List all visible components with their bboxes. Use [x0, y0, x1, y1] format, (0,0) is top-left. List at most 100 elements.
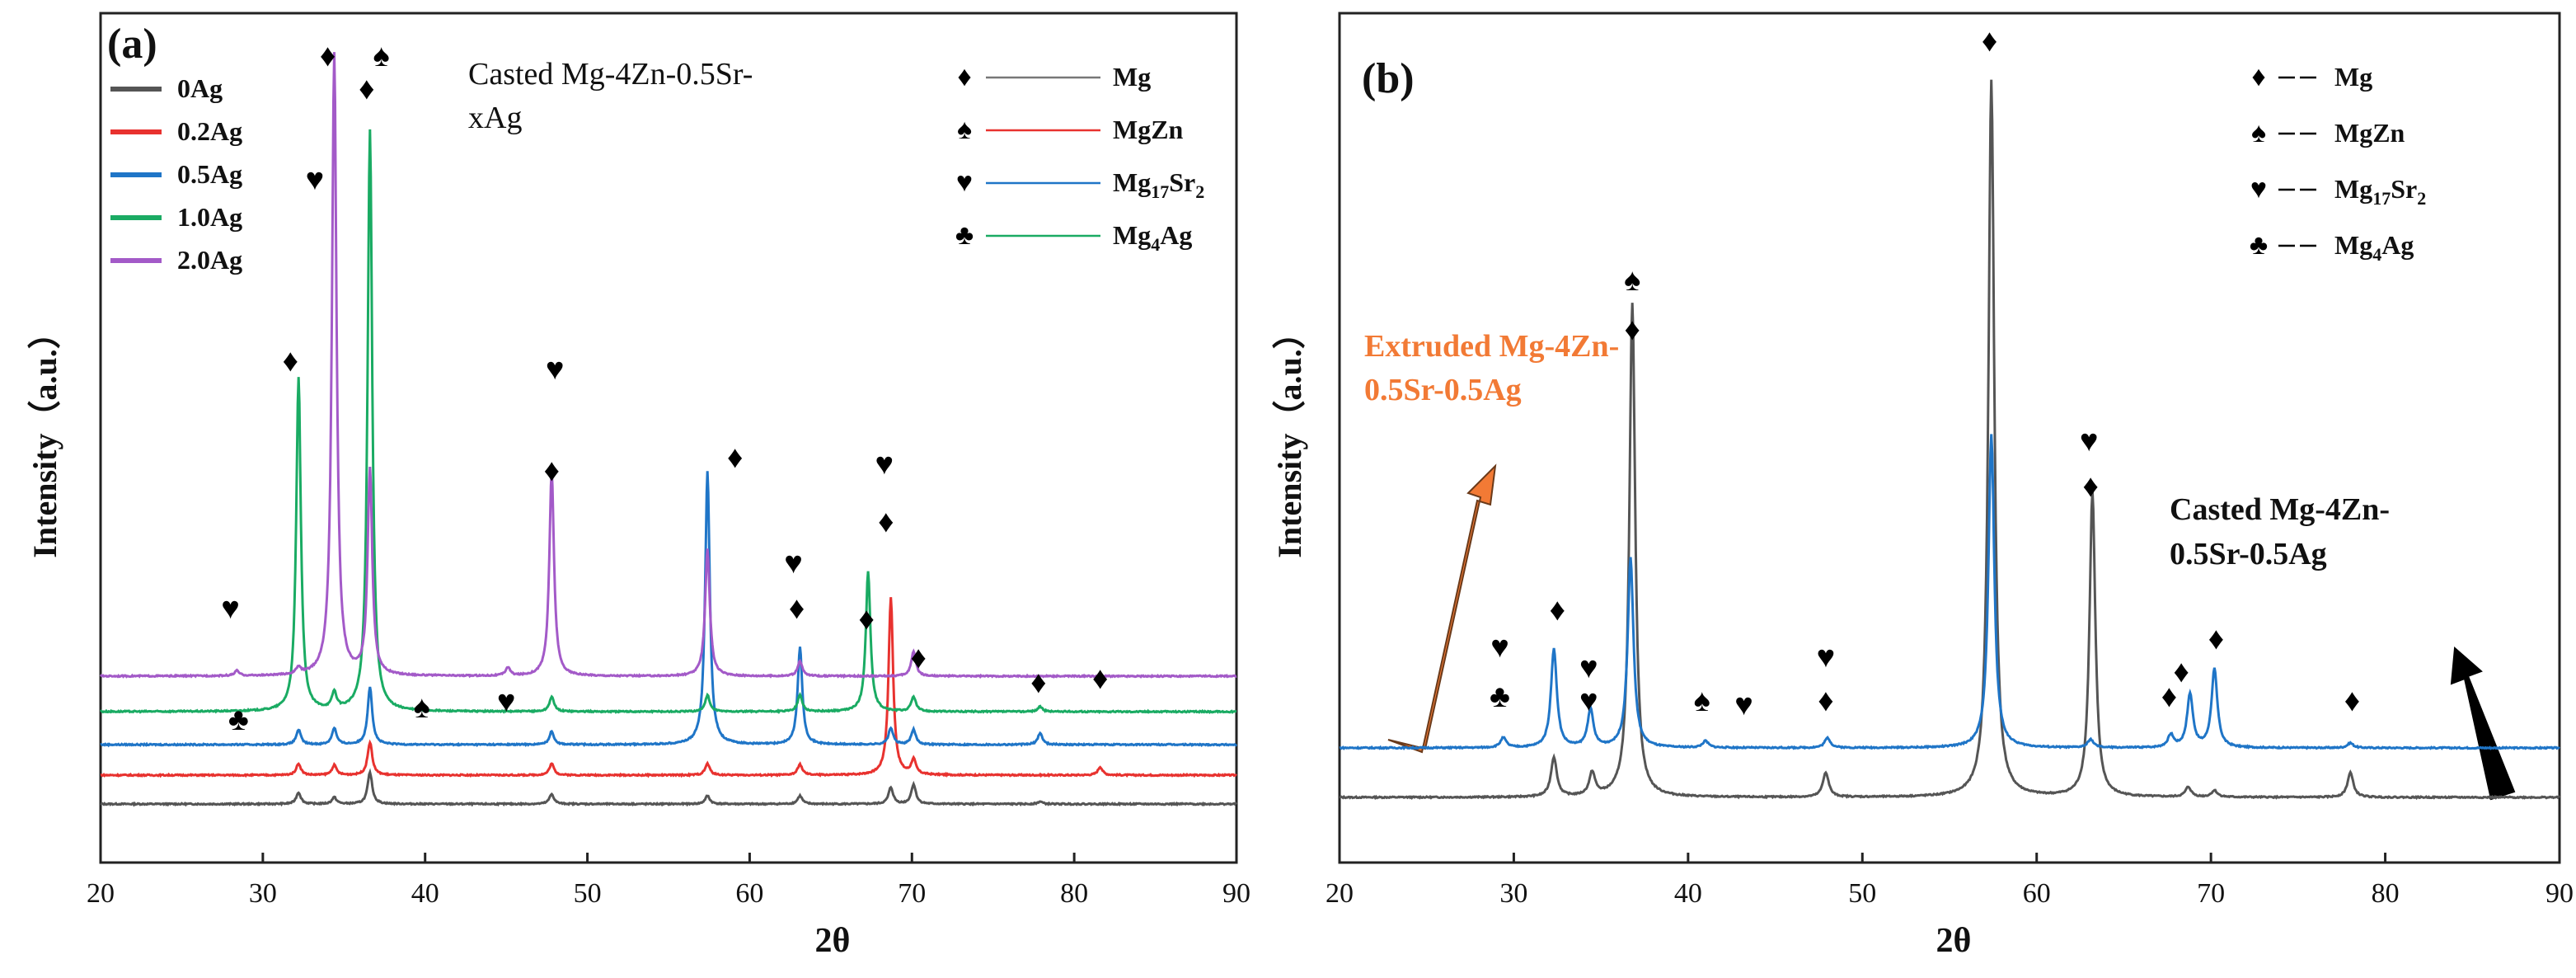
peak-marker: ♦	[1030, 665, 1046, 700]
panel-b-traces	[1339, 79, 2561, 801]
panel-b-y-axis-label: Intensity（a.u.）	[1271, 316, 1308, 557]
peak-marker: ♦	[320, 39, 335, 73]
panel-b-casted-annotation-line2: 0.5Sr-0.5Ag	[2170, 537, 2327, 571]
panel-a-phase-legend: ♦ Mg ♠ MgZn ♥ Mg17Sr2 ♣ Mg4Ag	[955, 62, 1204, 255]
phase-label: Mg17Sr2	[2334, 174, 2426, 209]
peak-marker: ♥	[1579, 651, 1598, 685]
panel-b-extruded-annotation-line1: Extruded Mg-4Zn-	[1364, 329, 1619, 364]
trace-2-0ag	[99, 52, 1237, 679]
panel-b: (b) 2θ Intensity（a.u.） Extruded Mg-4Zn- …	[1271, 12, 2574, 960]
phase-label: Mg	[2334, 62, 2372, 92]
x-tick-label: 30	[1499, 878, 1527, 909]
x-tick-label: 20	[1326, 878, 1354, 909]
legend-label: 0.5Ag	[177, 159, 242, 189]
peak-marker: ♠	[373, 39, 389, 73]
panel-a-label: (a)	[107, 21, 157, 68]
peak-marker: ♦	[910, 641, 926, 675]
panel-b-peak-markers: ♣♥♦♥♥♦♠♠ ♥ ♦♥♦♦♥♦♦♦♦	[1490, 24, 2360, 722]
trace-0-2ag	[100, 597, 1237, 778]
panel-a-annotation-line1: Casted Mg-4Zn-0.5Sr-	[468, 57, 753, 92]
peak-marker: ♦	[2083, 469, 2099, 504]
peak-marker: ♦	[858, 602, 874, 637]
peak-marker: ♥	[784, 546, 803, 581]
peak-marker: ♦	[878, 505, 894, 539]
peak-marker: ♥	[1734, 688, 1753, 722]
phase-marker: ♣	[955, 220, 974, 251]
peak-marker: ♦	[1625, 313, 1640, 347]
phase-label: MgZn	[2334, 118, 2405, 148]
panel-a-frame	[99, 12, 1238, 864]
panel-b-x-axis-label: 2θ	[1936, 922, 1972, 960]
x-tick-label: 90	[2546, 878, 2574, 909]
panel-b-phase-legend: ♦ Mg ♠ MgZn ♥ Mg17Sr2 ♣ Mg4Ag	[2250, 62, 2426, 265]
x-tick-label: 20	[87, 878, 115, 909]
panel-a-x-ticks: 20 30 40 50 60 70 80 90	[87, 853, 1250, 909]
peak-marker: ♦	[2344, 684, 2360, 718]
peak-marker: ♦	[2161, 679, 2177, 714]
panel-b-label: (b)	[1362, 55, 1415, 102]
panel-a-peak-markers: ♣♥♦♦ ♠♥♦♠ ♥♦♥♦♦♥♦♦♥♦♦ ♦	[221, 39, 1108, 737]
legend-label: 0Ag	[177, 73, 223, 103]
peak-marker: ♥	[1579, 684, 1598, 718]
legend-label: 0.2Ag	[177, 116, 242, 146]
panel-b-extruded-annotation-line2: 0.5Sr-0.5Ag	[1364, 373, 1522, 407]
trace-extruded	[1339, 434, 2560, 751]
panel-a-x-axis-label: 2θ	[815, 922, 851, 960]
peak-marker: ♦	[1550, 593, 1565, 628]
phase-marker: ♥	[2250, 174, 2267, 205]
peak-marker: ♠	[1694, 684, 1710, 718]
peak-marker: ♦	[789, 591, 805, 626]
peak-marker: ♦	[727, 440, 743, 475]
phase-label: MgZn	[1113, 115, 1184, 144]
extruded-arrow-icon	[1387, 463, 1497, 754]
peak-marker: ♦	[283, 344, 298, 379]
trace-0ag	[100, 768, 1238, 807]
peak-marker: ♥	[546, 352, 565, 387]
phase-marker: ♥	[956, 167, 973, 198]
x-tick-label: 30	[249, 878, 277, 909]
trace-0-5ag	[100, 471, 1238, 748]
phase-marker: ♦	[957, 62, 971, 92]
peak-marker: ♥	[497, 684, 516, 719]
panel-b-x-ticks: 20 30 40 50 60 70 80 90	[1326, 853, 2574, 909]
peak-marker: ♦	[1818, 684, 1833, 718]
peak-marker: ♦	[1982, 24, 1997, 59]
peak-marker: ♣	[1490, 679, 1510, 714]
peak-marker: ♣	[228, 703, 249, 737]
trace-1-0ag	[100, 129, 1237, 715]
legend-label: 1.0Ag	[177, 202, 242, 232]
phase-label: Mg4Ag	[2334, 230, 2414, 265]
panel-a: (a) Casted Mg-4Zn-0.5Sr- xAg 2θ Intensit…	[26, 12, 1250, 960]
peak-marker: ♥	[1490, 630, 1509, 665]
trace-casted	[1339, 79, 2561, 801]
x-tick-label: 90	[1222, 878, 1250, 909]
peak-marker: ♥	[875, 447, 894, 482]
casted-arrow-icon	[2450, 646, 2516, 801]
peak-marker: ♠	[414, 690, 430, 725]
peak-marker: ♥	[1817, 640, 1836, 675]
x-tick-label: 60	[735, 878, 763, 909]
phase-marker: ♠	[2251, 118, 2266, 148]
peak-marker: ♥	[221, 591, 240, 626]
phase-marker: ♣	[2250, 230, 2268, 261]
panel-b-frame	[1338, 12, 2561, 864]
panel-a-annotation-line2: xAg	[468, 101, 522, 135]
x-tick-label: 70	[2197, 878, 2225, 909]
phase-label: Mg	[1113, 62, 1151, 92]
peak-marker: ♦	[2208, 622, 2224, 656]
peak-marker: ♦	[1092, 661, 1108, 696]
peak-marker: ♥	[306, 162, 325, 197]
peak-marker: ♥	[2080, 424, 2099, 458]
x-tick-label: 50	[1848, 878, 1876, 909]
panel-b-casted-annotation-line1: Casted Mg-4Zn-	[2170, 492, 2390, 527]
legend-label: 2.0Ag	[177, 245, 242, 275]
x-tick-label: 60	[2023, 878, 2051, 909]
x-tick-label: 80	[2372, 878, 2400, 909]
peak-marker: ♦	[2174, 655, 2189, 689]
peak-marker: ♦	[359, 72, 374, 106]
panel-a-y-axis-label: Intensity（a.u.）	[26, 316, 63, 557]
x-tick-label: 80	[1060, 878, 1088, 909]
x-tick-label: 50	[574, 878, 602, 909]
phase-label: Mg4Ag	[1113, 220, 1192, 255]
